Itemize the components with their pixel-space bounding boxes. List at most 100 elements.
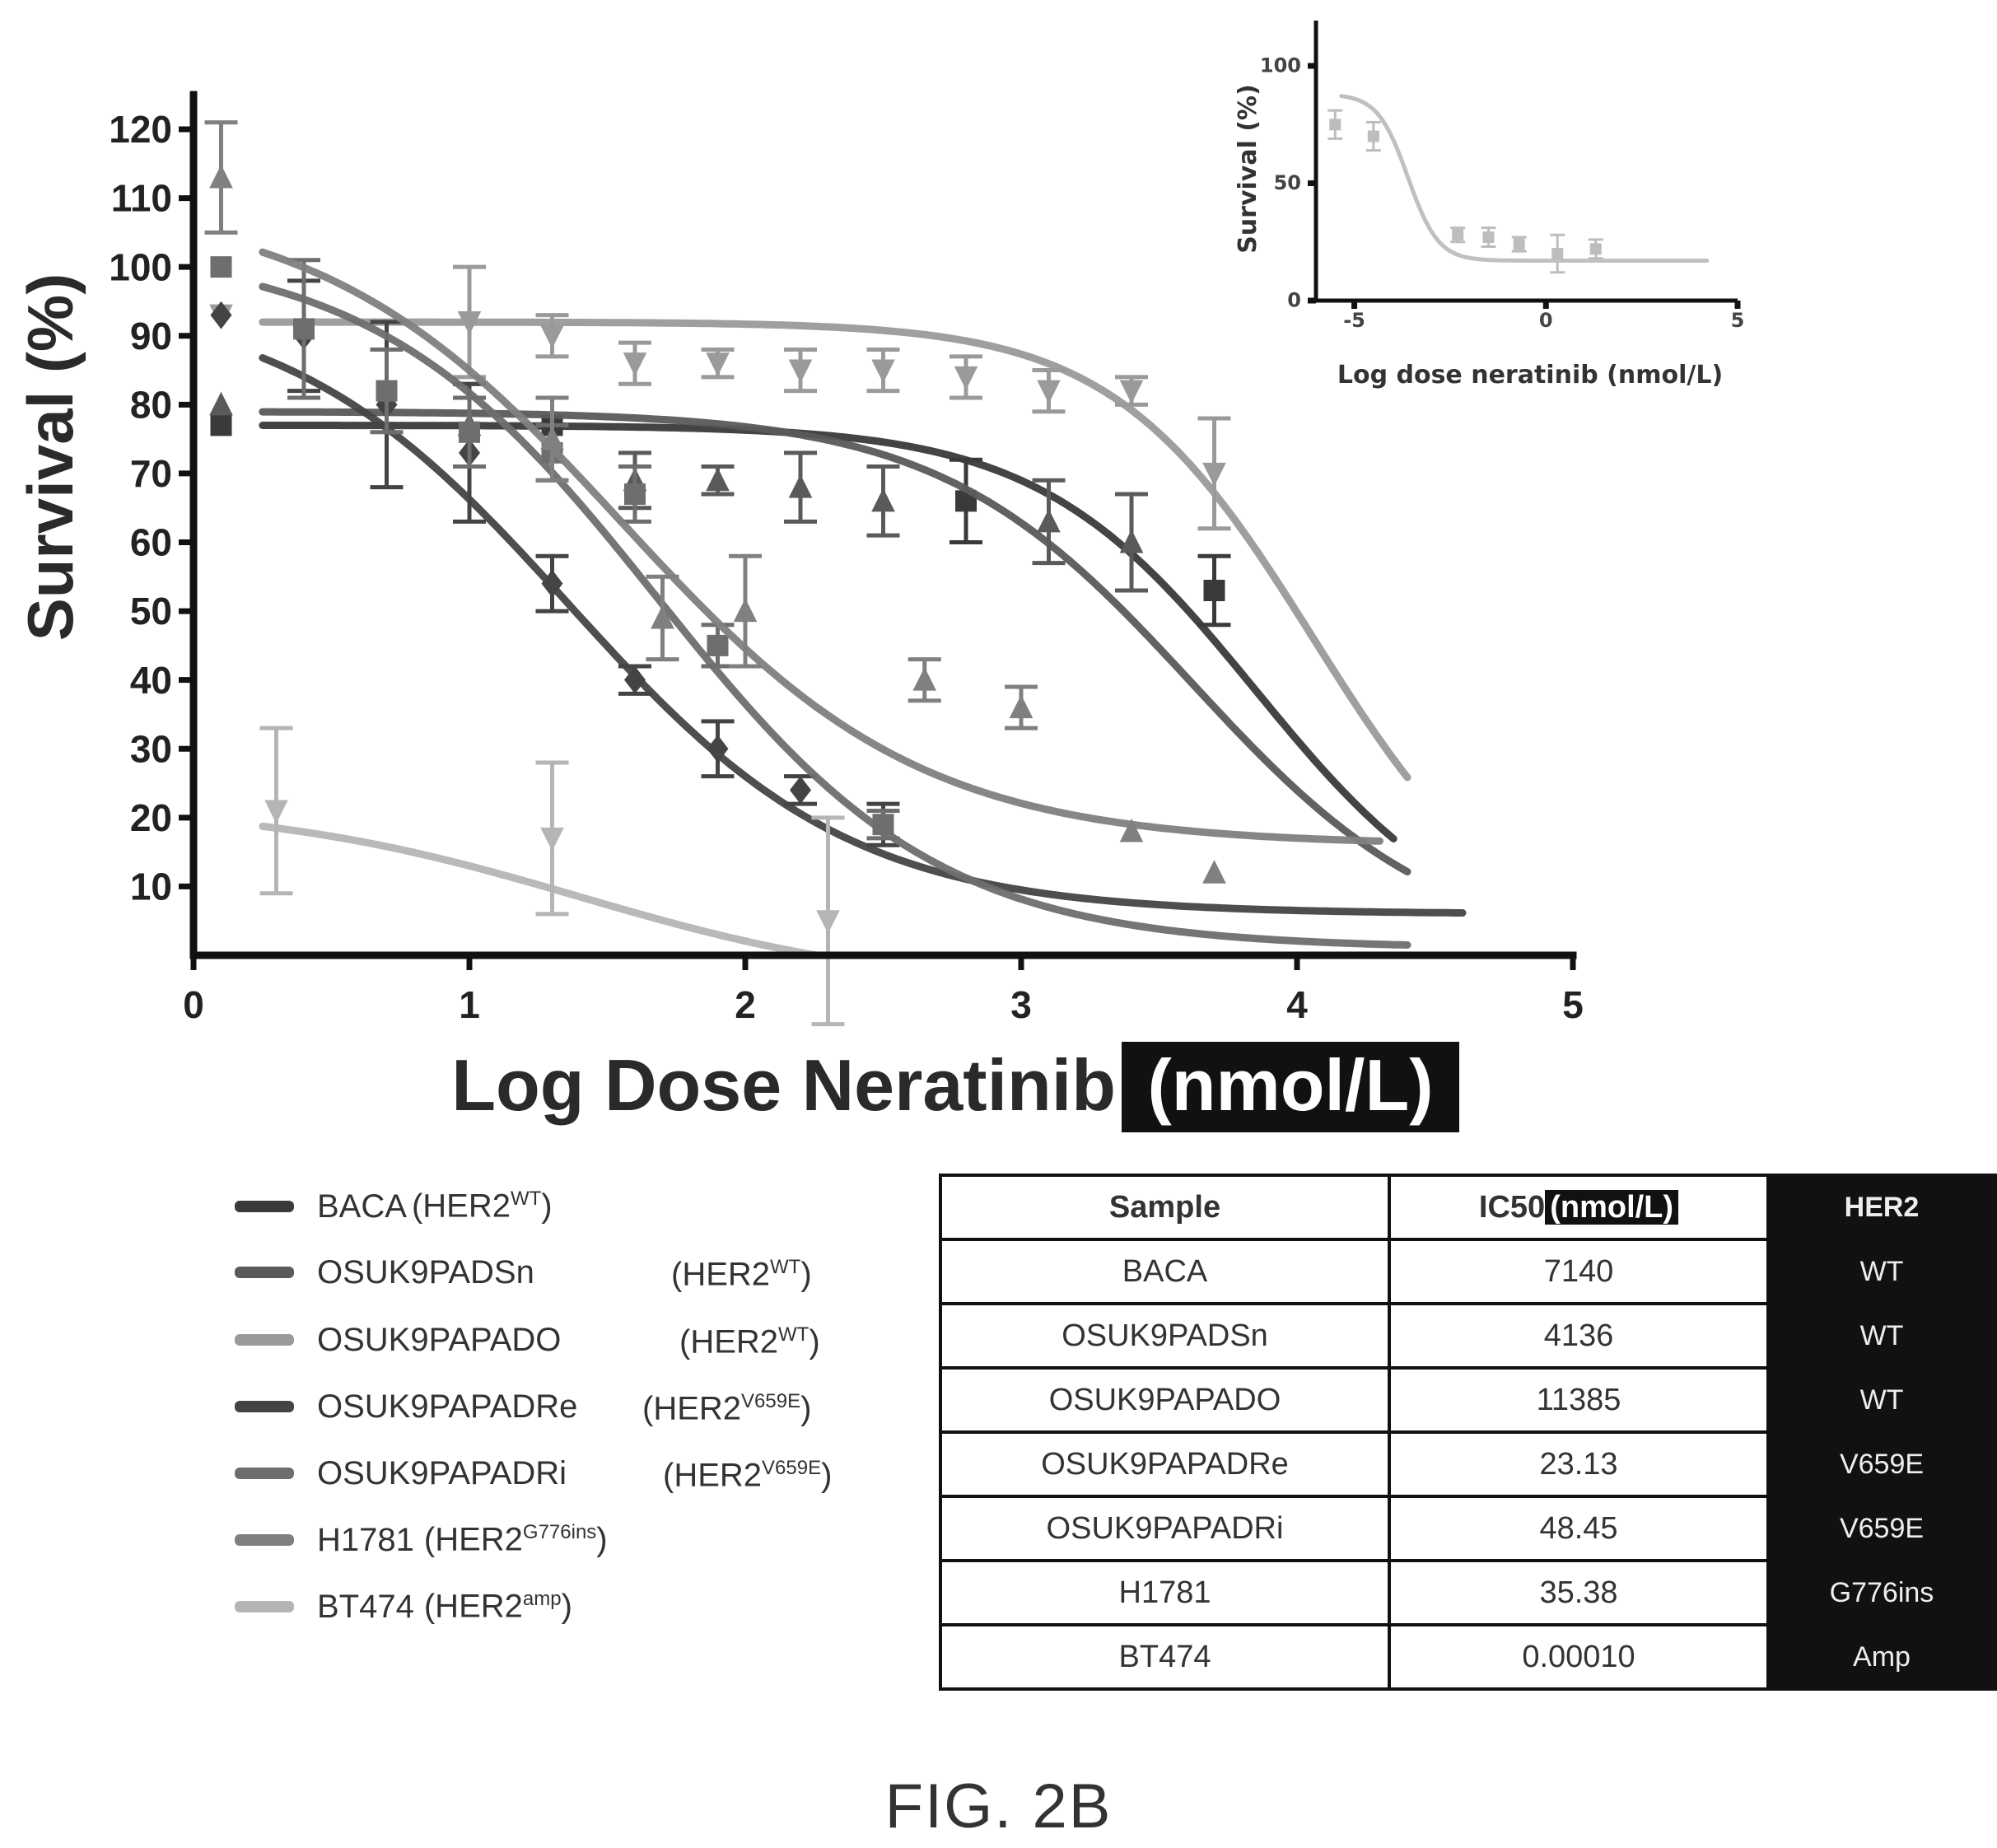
data-point: [540, 827, 564, 852]
data-point: [1452, 229, 1464, 241]
legend-swatch: [235, 1267, 294, 1278]
legend-swatch: [235, 1334, 294, 1346]
fit-curve-h1781: [259, 248, 1383, 845]
data-point: [540, 426, 564, 450]
data-point: [706, 467, 730, 492]
series-osuk9papadri: [210, 256, 1411, 949]
legend-item-osuk9papadre: OSUK9PAPADRe: [235, 1382, 577, 1431]
data-point: [706, 352, 730, 376]
legend-genotype: (HER2amp): [423, 1588, 572, 1625]
legend-item-baca: BACA (HER2WT): [235, 1182, 553, 1231]
legend-swatch: [235, 1601, 294, 1612]
data-point: [707, 634, 729, 656]
fit-curve-bt474: [1339, 94, 1710, 263]
cell-ic50: 48.45: [1388, 1495, 1770, 1562]
cell-her2: Amp: [1766, 1623, 1997, 1691]
x-tick-label: 5: [1731, 309, 1745, 332]
data-point: [293, 318, 315, 340]
data-point: [457, 311, 482, 335]
legend-label: OSUK9PADSn: [317, 1253, 534, 1290]
data-point: [1551, 248, 1564, 259]
legend-label: OSUK9PAPADRi: [317, 1454, 567, 1491]
table-row: OSUK9PADSn 4136 WT: [939, 1302, 1997, 1370]
header-sample: Sample: [939, 1174, 1391, 1241]
series-osuk9papadre: [210, 278, 1467, 917]
x-tick-label: 4: [1286, 983, 1308, 1026]
cell-her2: G776ins: [1766, 1559, 1997, 1626]
data-point: [954, 366, 978, 390]
x-tick-label: 0: [1539, 309, 1553, 332]
table-row: BACA 7140 WT: [939, 1238, 1997, 1305]
data-point: [788, 474, 813, 498]
cell-her2: WT: [1766, 1238, 1997, 1305]
y-tick-label: 0: [1287, 289, 1301, 312]
data-point: [210, 414, 232, 436]
legend-item-osuk9padsn: OSUK9PADSn: [235, 1248, 534, 1297]
cell-ic50: 35.38: [1388, 1559, 1770, 1626]
cell-ic50: 11385: [1388, 1366, 1770, 1434]
table-row: OSUK9PAPADRe 23.13 V659E: [939, 1430, 1997, 1498]
data-point: [1119, 529, 1144, 553]
cell-sample: OSUK9PAPADRe: [939, 1430, 1391, 1498]
data-point: [1037, 380, 1061, 404]
data-point: [707, 735, 729, 763]
data-point: [1202, 860, 1226, 884]
fit-curve-osuk9papadre: [259, 354, 1467, 917]
cell-her2: WT: [1766, 1366, 1997, 1434]
legend-label: BT474: [317, 1588, 414, 1625]
fit-curve-osuk9padsn: [259, 408, 1411, 875]
legend-label: OSUK9PAPADO: [317, 1321, 562, 1358]
cell-sample: BT474: [939, 1623, 1391, 1691]
cell-her2: V659E: [1766, 1495, 1997, 1562]
y-tick-label: 50: [1274, 171, 1301, 194]
data-point: [790, 776, 811, 805]
data-point: [210, 256, 232, 278]
data-point: [733, 598, 758, 623]
data-point: [1202, 462, 1226, 487]
ic50-table: Sample IC50 (nmol/L) HER2 BACA 7140 WT OS…: [939, 1174, 1997, 1691]
legend-genotype: (HER2V659E): [642, 1390, 812, 1427]
legend-item-bt474: BT474 (HER2amp): [235, 1582, 572, 1631]
legend-label: OSUK9PAPADRe: [317, 1388, 578, 1425]
x-tick-label: 0: [183, 983, 204, 1026]
data-point: [540, 324, 564, 349]
cell-sample: H1781: [939, 1559, 1391, 1626]
y-tick-label: 120: [109, 108, 172, 151]
y-tick-label: 90: [130, 315, 172, 357]
inset-y-axis-title: Survival (%): [1234, 84, 1262, 254]
y-tick-label: 50: [130, 590, 172, 632]
legend-item-osuk9papado: OSUK9PAPADO: [235, 1315, 561, 1365]
data-point: [872, 814, 894, 836]
header-ic50: IC50 (nmol/L): [1388, 1174, 1770, 1241]
x-tick-label: -5: [1343, 309, 1365, 332]
legend-swatch: [235, 1534, 294, 1546]
data-point: [209, 391, 233, 416]
data-point: [264, 800, 288, 824]
inset-x-axis-title: Log dose neratinib (nmol/L): [1337, 361, 1723, 390]
legend-item-h1781: H1781 (HER2G776ins): [235, 1515, 608, 1565]
header-her2: HER2: [1766, 1174, 1997, 1241]
data-point: [788, 359, 813, 384]
cell-sample: OSUK9PAPADRi: [939, 1495, 1391, 1562]
data-point: [912, 667, 937, 691]
legend-swatch: [235, 1201, 294, 1212]
cell-ic50: 23.13: [1388, 1430, 1770, 1498]
table-row: BT474 0.00010 Amp: [939, 1623, 1997, 1691]
x-tick-label: 1: [459, 983, 480, 1026]
legend-genotype: (HER2WT): [679, 1323, 820, 1360]
legend-genotype: (HER2WT): [671, 1256, 812, 1293]
data-point: [1009, 694, 1033, 719]
cell-her2: WT: [1766, 1302, 1997, 1370]
table-header-row: Sample IC50 (nmol/L) HER2: [939, 1174, 1997, 1241]
cell-sample: BACA: [939, 1238, 1391, 1305]
data-point: [624, 665, 646, 694]
data-point: [871, 359, 895, 384]
series-bt474: [259, 726, 956, 1027]
y-tick-label: 70: [130, 452, 172, 495]
y-tick-label: 10: [130, 866, 172, 908]
y-tick-label: 80: [130, 383, 172, 426]
x-axis-unit: (nmol/L): [1147, 1044, 1433, 1126]
cell-her2: V659E: [1766, 1430, 1997, 1498]
